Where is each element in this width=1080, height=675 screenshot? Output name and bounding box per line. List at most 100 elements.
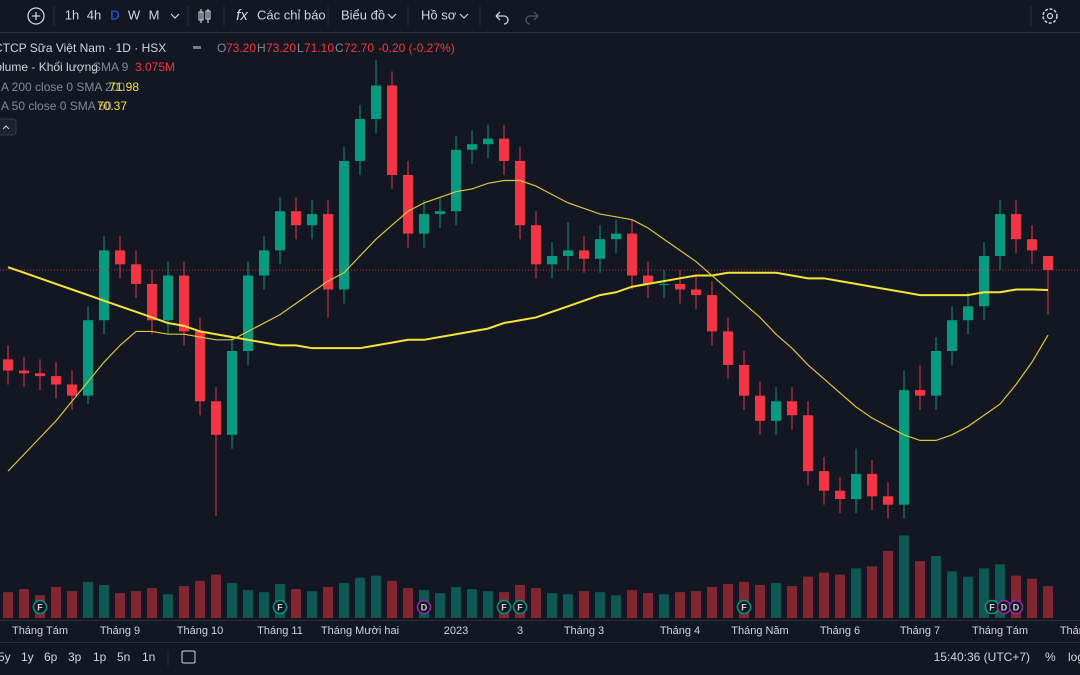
volume-bar [531,588,541,618]
indicators-button[interactable]: Các chỉ báo [257,7,326,22]
event-marker [496,599,512,615]
close-label: C [335,41,344,55]
interval-1h[interactable]: 1h [65,7,79,22]
close-value: 72.70 [344,41,374,55]
legend-toggle[interactable] [0,118,17,136]
x-tick-label: 2023 [444,625,468,637]
volume-bar [867,566,877,618]
log-toggle[interactable]: log [1068,650,1080,664]
candle-body [387,85,397,175]
volume-bar [915,561,925,618]
volume-bar [243,590,253,618]
candle-body [611,233,621,240]
add-symbol-button[interactable] [27,7,45,25]
event-label: D [1001,602,1008,612]
volume-bar [323,587,333,618]
interval-4h[interactable]: 4h [87,7,101,22]
settings-button[interactable] [1042,8,1058,24]
x-tick-label: Tháng 3 [564,625,604,637]
candle-body [3,359,13,371]
sma200-line [7,266,1049,350]
volume-bar [227,582,237,618]
volume-bar [963,576,973,618]
candle-body [579,250,589,259]
candle-body [563,250,573,256]
candle-body [515,160,525,226]
candle-body [1043,255,1053,270]
interval-m[interactable]: M [149,7,160,22]
candle-body [211,401,221,435]
candle-body [291,211,301,226]
x-tick-label: Tháng Tám [12,625,68,637]
volume-bar [339,582,349,618]
goto-date-button[interactable] [181,650,196,664]
chart-type-button[interactable] [198,9,211,23]
candle-body [643,275,653,284]
high-value: 73.20 [266,41,296,55]
legend-toggle-icon [2,125,10,130]
bottom-bar: 5y 1y 6p 3p 1p 5n 1n 15:40:36 (UTC+7) % … [0,650,1080,666]
volume-bar [707,587,717,618]
volume-bar [371,575,381,618]
candle-body [19,370,29,374]
range-6p[interactable]: 6p [44,650,58,664]
interval-w[interactable]: W [128,7,141,22]
volume-bar [387,580,397,618]
volume-bar [1043,586,1053,618]
candle-body [371,85,381,120]
volume-bar [691,591,701,618]
candle-body [499,138,509,161]
interval-dropdown[interactable] [170,13,180,19]
volume-bar [147,588,157,618]
collapse-icon[interactable] [193,46,201,49]
candle-body [483,138,493,145]
candle-body [659,283,669,285]
event-label: F [501,602,507,612]
event-label: D [421,602,428,612]
redo-button[interactable] [525,11,539,25]
sma50-value: 70.37 [97,99,127,113]
volume-bar [995,564,1005,618]
candle-body [947,320,957,351]
volume-bar [627,590,637,618]
profile-dropdown[interactable] [459,13,469,19]
sma200-value: 71.98 [109,80,139,94]
settings-icon [1046,12,1054,20]
candle-body [835,490,845,500]
undo-button[interactable] [495,11,509,25]
volume-bar [115,593,125,618]
range-5y[interactable]: 5y [0,650,11,664]
volume-bar [803,576,813,618]
event-marker [416,599,432,615]
volume-bar [67,591,77,618]
change-value: -0.20 (-0.27%) [378,41,455,55]
candle-body [883,496,893,505]
volume-bar [819,572,829,618]
percent-toggle[interactable]: % [1045,650,1056,664]
candle-body [339,160,349,290]
profile-button[interactable]: Hồ sơ [421,7,457,22]
volume-bar [883,550,893,618]
range-1y[interactable]: 1y [21,650,34,664]
indicators-icon[interactable]: fx [236,7,248,24]
chart-button[interactable]: Biểu đồ [341,7,385,22]
candle-body [227,350,237,435]
chart-dropdown[interactable] [387,13,397,19]
range-1p[interactable]: 1p [93,650,107,664]
candle-body [131,264,141,284]
x-tick-label: Tháng 11 [257,625,303,637]
candle-body [451,149,461,212]
candle-body [979,255,989,307]
x-tick-label: Tháng 10 [177,625,223,637]
low-label: L [297,41,304,55]
candle-body [851,473,861,500]
open-value: 73.20 [226,41,256,55]
range-5n[interactable]: 5n [117,650,130,664]
candle-body [819,471,829,491]
range-3p[interactable]: 3p [68,650,82,664]
range-1n[interactable]: 1n [142,650,155,664]
interval-d[interactable]: D [110,7,119,22]
volume-bar [563,594,573,618]
open-label: O [217,41,226,55]
candle-body [51,376,61,385]
